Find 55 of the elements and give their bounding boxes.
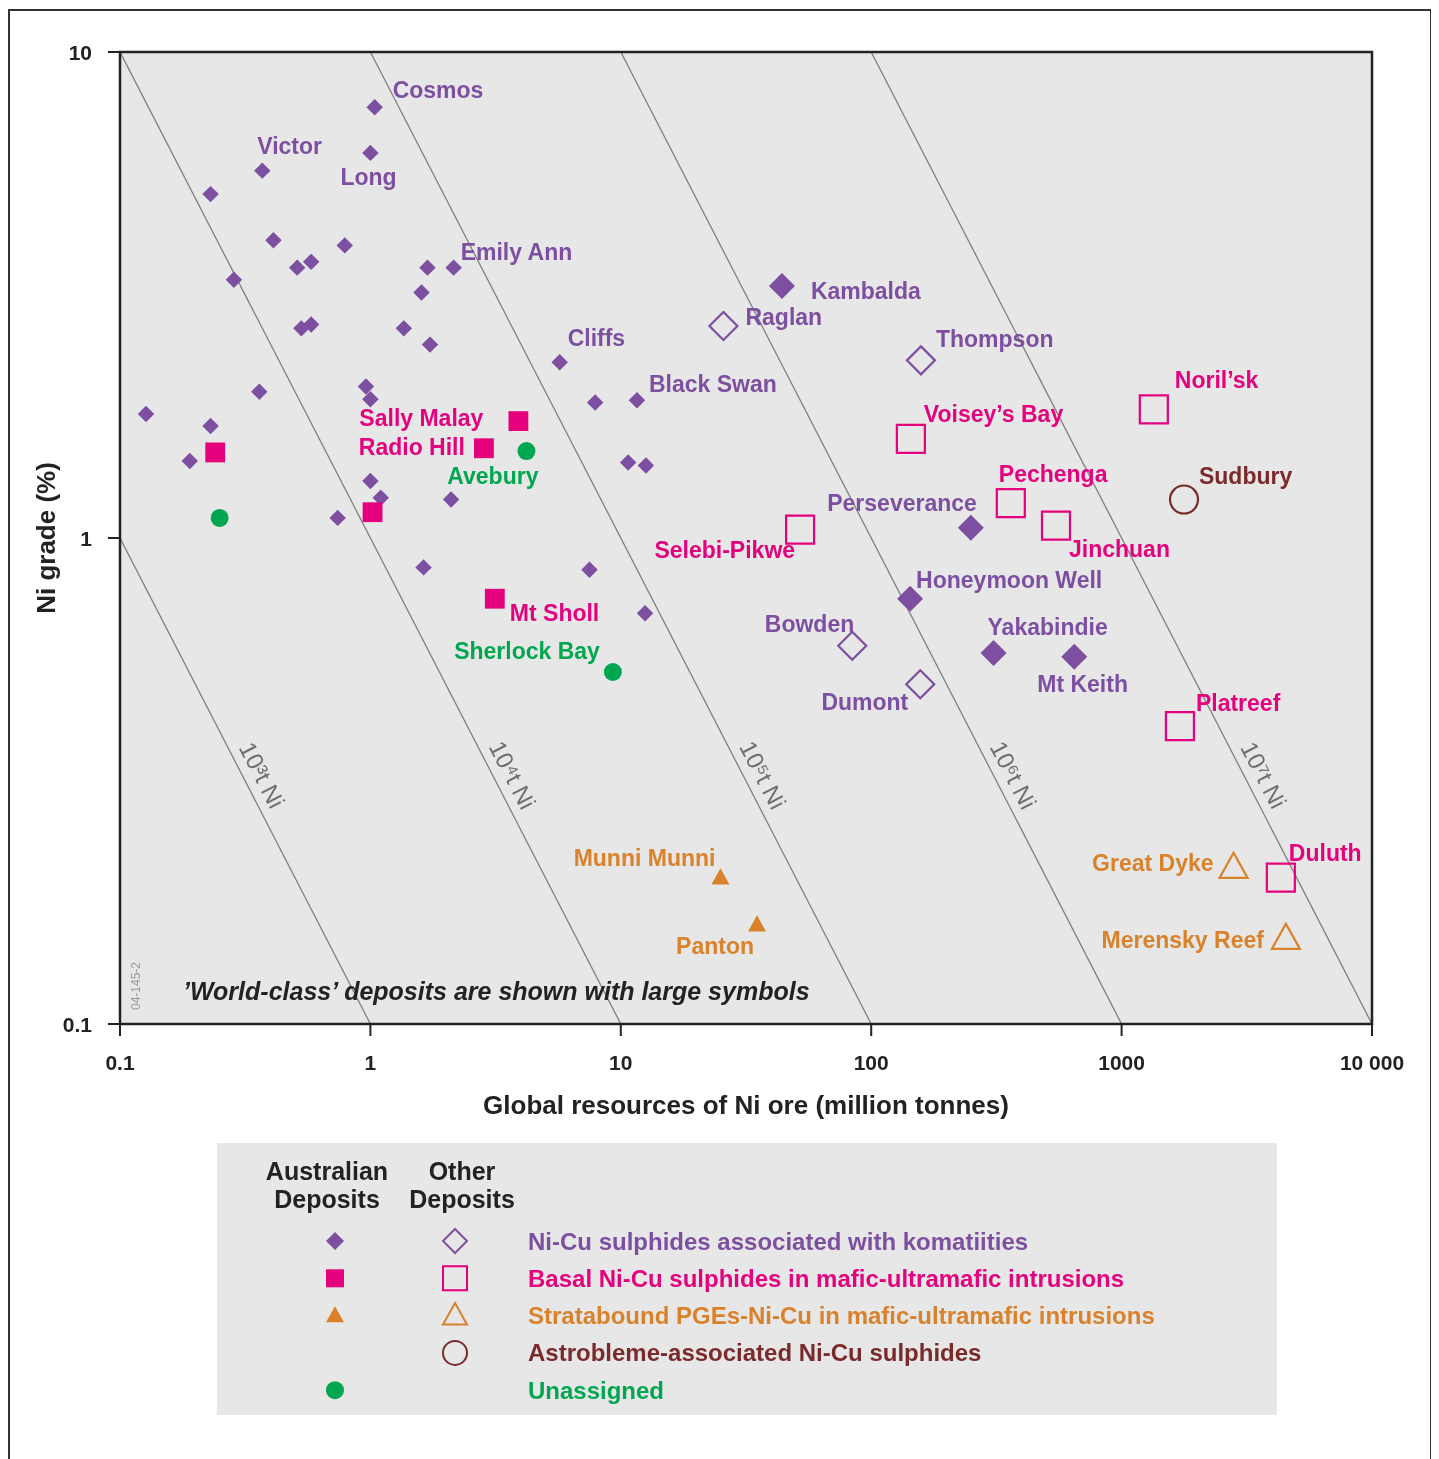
- annotation: Yakabindie: [987, 613, 1108, 640]
- text: Australian Deposits: [265, 1157, 389, 1213]
- text: Other Deposits: [409, 1157, 515, 1213]
- x-tick-label: 1000: [1098, 1051, 1145, 1074]
- annotation: Black Swan: [648, 371, 777, 398]
- text: 10⁵t Ni: [734, 736, 792, 814]
- x-tick-label: 10 000: [1339, 1051, 1405, 1074]
- text: Astrobleme-associated Ni-Cu sulphides: [528, 1339, 982, 1367]
- annotation: Pechenga: [998, 461, 1108, 488]
- annotation: Noril’sk: [1174, 367, 1259, 394]
- annotation: Selebi-Pikwe: [654, 536, 796, 563]
- y-axis-title: Ni grade (%): [31, 462, 61, 614]
- annotation: Radio Hill: [358, 434, 465, 461]
- annotation: Munni Munni: [573, 844, 716, 871]
- x-axis-title: Global resources of Ni ore (million tonnes): [483, 1090, 1009, 1120]
- annotation: Dumont: [821, 689, 909, 716]
- x-tick-label: 0.1: [105, 1051, 135, 1074]
- x-tick-label: 10: [609, 1051, 633, 1074]
- annotation: Great Dyke: [1092, 850, 1214, 877]
- annotation: Sherlock Bay: [454, 638, 601, 664]
- annotation: Kambalda: [810, 278, 922, 304]
- annotation: Long: [340, 163, 397, 190]
- annotation: Merensky Reef: [1101, 927, 1265, 954]
- annotation: Voisey’s Bay: [923, 400, 1064, 427]
- x-tick-label: 1: [364, 1051, 377, 1074]
- annotation: Perseverance: [827, 489, 977, 516]
- text: 10³t Ni: [233, 737, 291, 813]
- annotation: 04-145-2: [129, 961, 143, 1011]
- annotation: Mt Keith: [1037, 670, 1128, 697]
- annotation: Sally Malay: [359, 405, 484, 432]
- annotation: Duluth: [1288, 839, 1362, 866]
- annotation: Avebury: [447, 463, 539, 490]
- annotation: Cliffs: [567, 325, 626, 352]
- text: Ni-Cu sulphides associated with komatiities: [528, 1227, 1029, 1255]
- annotation: Cosmos: [392, 77, 484, 104]
- annotation: Honeymoon Well: [916, 566, 1103, 593]
- annotation: Sudbury: [1199, 462, 1293, 489]
- annotation: Jinchuan: [1068, 535, 1170, 562]
- text: 10⁴t Ni: [483, 736, 542, 814]
- annotation: Platreef: [1195, 690, 1281, 717]
- y-tick-label: 1: [80, 526, 93, 550]
- annotation: Panton: [676, 932, 755, 959]
- annotation: ’World-class’ deposits are shown with large symbols: [183, 977, 810, 1005]
- text: 10⁷t Ni: [1235, 737, 1293, 813]
- text: 10⁶t Ni: [984, 736, 1042, 814]
- y-tick-label: 0.1: [62, 1012, 93, 1036]
- text: Stratabound PGEs-Ni-Cu in mafic-ultramafic intrusions: [528, 1302, 1155, 1330]
- text: Unassigned: [528, 1376, 665, 1404]
- text: Basal Ni-Cu sulphides in mafic-ultramafic intrusions: [528, 1264, 1125, 1292]
- annotation: Victor: [257, 132, 323, 159]
- annotation: Mt Sholl: [509, 599, 600, 626]
- annotation: Raglan: [745, 304, 823, 331]
- y-tick-label: 10: [68, 40, 92, 64]
- annotation: Bowden: [764, 610, 855, 637]
- x-tick-label: 100: [853, 1051, 889, 1074]
